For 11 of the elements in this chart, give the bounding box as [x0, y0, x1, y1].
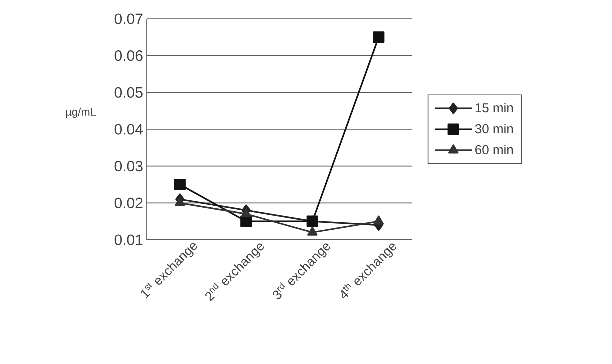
y-tick-label: 0.05 [114, 87, 143, 98]
y-tick-label: 0.03 [114, 161, 143, 172]
legend-label: 60 min [476, 144, 514, 155]
y-tick-label: 0.01 [114, 234, 143, 246]
y-tick-label: 0.07 [114, 14, 143, 24]
legend-label: 30 min [475, 124, 514, 134]
y-axis-title: µg/mL [66, 108, 96, 118]
legend-label: 15 min [476, 103, 514, 113]
y-tick-label: 0.06 [114, 50, 143, 62]
y-tick-label: 0.02 [114, 198, 143, 208]
y-tick-label: 0.04 [114, 124, 144, 135]
